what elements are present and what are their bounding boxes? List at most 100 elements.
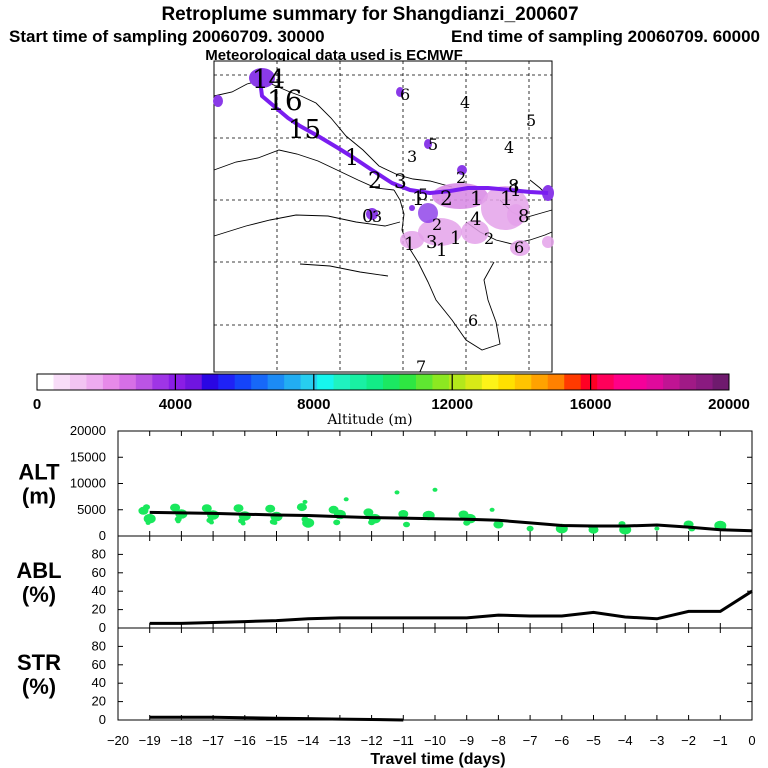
x-tick-label: −6	[554, 733, 569, 748]
map-day-label: 1	[470, 186, 483, 210]
colorbar-swatch	[399, 374, 417, 390]
map-day-label: 4	[460, 93, 470, 112]
map-day-label: 2	[432, 215, 442, 234]
x-tick-label: −17	[202, 733, 224, 748]
colorbar-swatch	[201, 374, 219, 390]
x-tick-label: −13	[329, 733, 351, 748]
colorbar-tick-label: 20000	[708, 396, 750, 413]
colorbar-tick-label: 8000	[297, 396, 330, 413]
x-tick-label: −3	[649, 733, 664, 748]
altitude-point	[432, 487, 438, 492]
colorbar-swatch	[152, 374, 170, 390]
altitude-point	[343, 497, 349, 502]
colorbar-swatch	[102, 374, 120, 390]
colorbar-swatch	[267, 374, 285, 390]
colorbar-swatch	[663, 374, 681, 390]
y-axis-label: ABL	[16, 558, 61, 583]
time-series-panels: 05000100001500020000ALT(m)020406080ABL(%…	[16, 423, 755, 748]
colorbar-swatch	[481, 374, 499, 390]
altitude-point	[398, 510, 409, 518]
alt-series-line	[149, 510, 753, 533]
altitude-point	[265, 504, 276, 513]
y-tick-label: 0	[99, 712, 106, 727]
panel-str: 0 20 40 60 80 STR(%)	[17, 627, 753, 727]
colorbar-swatch	[531, 374, 549, 390]
map-day-label: 8	[508, 176, 519, 197]
x-tick-label: −9	[459, 733, 474, 748]
y-tick-label: 80	[92, 638, 106, 653]
altitude-point	[170, 503, 181, 512]
y-tick-label: 60	[92, 657, 106, 672]
altitude-point	[526, 525, 534, 532]
colorbar-swatch	[300, 374, 318, 390]
end-time-label: End time of sampling 20060709. 60000	[451, 27, 760, 46]
x-tick-label: −4	[618, 733, 633, 748]
colorbar-swatch	[580, 374, 598, 390]
colorbar-axis-label: Altitude (m)	[326, 412, 412, 428]
altitude-point	[493, 520, 504, 529]
map-day-label: 2	[368, 169, 382, 194]
colorbar-swatch	[696, 374, 714, 390]
altitude-point	[489, 507, 495, 512]
map-day-label: 3	[394, 169, 407, 193]
colorbar-swatch	[251, 374, 269, 390]
altitude-point	[302, 518, 315, 528]
altitude-point	[394, 490, 400, 495]
colorbar-swatch	[350, 374, 368, 390]
y-tick-label: 0	[99, 620, 106, 635]
str-series-line	[149, 715, 404, 722]
x-tick-label: −18	[170, 733, 192, 748]
y-axis-label: (m)	[22, 484, 56, 509]
map-day-label: 4	[470, 209, 481, 230]
y-axis-label: STR	[17, 650, 61, 675]
x-tick-label: −12	[361, 733, 383, 748]
map-day-label: 15	[288, 115, 321, 145]
map-day-label: 4	[504, 138, 514, 157]
altitude-point	[270, 511, 283, 522]
altitude-point	[240, 521, 246, 526]
colorbar-swatch	[646, 374, 664, 390]
map-day-label: 14	[252, 65, 285, 95]
x-tick-label: −8	[491, 733, 506, 748]
map-day-label: 0	[362, 206, 373, 227]
colorbar-swatch	[498, 374, 516, 390]
panel-alt: 0 5000 10000 15000 20000 ALT(m)	[18, 423, 753, 543]
colorbar-swatch	[53, 374, 71, 390]
altitude-point	[654, 526, 660, 531]
panel-frame	[117, 627, 753, 721]
x-tick-label: −5	[586, 733, 601, 748]
map-day-label: 5	[428, 135, 438, 154]
y-axis-label: (%)	[22, 674, 56, 699]
altitude-point	[403, 521, 410, 528]
colorbar-swatch	[333, 374, 351, 390]
x-tick-label: −7	[523, 733, 538, 748]
y-tick-label: 20000	[70, 423, 106, 438]
y-tick-label: 15000	[70, 449, 106, 464]
start-time-label: Start time of sampling 20060709. 30000	[9, 27, 325, 46]
altitude-point	[588, 525, 599, 534]
abl-series-line	[149, 589, 753, 625]
colorbar-swatch	[415, 374, 433, 390]
map-day-label: 1	[510, 180, 521, 201]
colorbar-swatch	[37, 374, 54, 390]
colorbar-swatch	[86, 374, 104, 390]
map-day-label: 2	[440, 186, 453, 210]
y-tick-label: 40	[92, 583, 106, 598]
map-day-label: 6	[514, 238, 524, 257]
y-axis-label: (%)	[22, 582, 56, 607]
colorbar-swatch	[317, 374, 335, 390]
colorbar-swatch	[234, 374, 252, 390]
y-tick-label: 0	[99, 528, 106, 543]
colorbar-tick-label: 4000	[159, 396, 192, 413]
colorbar-swatch	[564, 374, 582, 390]
x-tick-label: −11	[393, 733, 414, 748]
colorbar-swatch	[135, 374, 153, 390]
x-tick-label: 0	[748, 733, 755, 748]
colorbar-swatch	[383, 374, 400, 390]
colorbar-swatch	[613, 374, 631, 390]
colorbar-swatch	[465, 374, 483, 390]
colorbar-tick-label: 0	[33, 396, 41, 413]
altitude-point	[296, 503, 307, 512]
map-day-label: 2	[456, 168, 466, 187]
altitude-point	[333, 519, 341, 526]
